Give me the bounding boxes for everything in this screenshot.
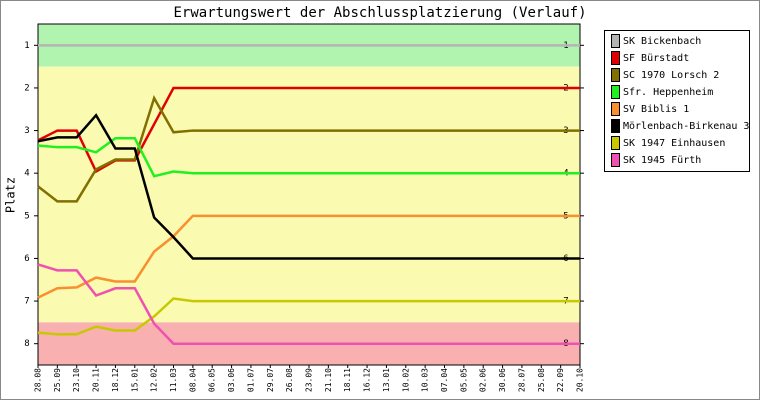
legend-label: SK Bickenbach xyxy=(623,36,701,47)
x-tick-label: 10.02 xyxy=(401,368,410,392)
legend-swatch xyxy=(611,68,620,82)
x-tick-label: 10.03 xyxy=(421,368,430,392)
legend-label: SK 1945 Fürth xyxy=(623,155,701,166)
x-tick-label: 03.06 xyxy=(227,368,236,392)
x-tick-label: 18.11 xyxy=(343,368,352,392)
x-tick-label: 25.09 xyxy=(53,368,62,392)
x-tick-label: 21.10 xyxy=(324,368,333,392)
x-tick-label: 05.05 xyxy=(459,368,468,392)
x-tick-label: 08.04 xyxy=(188,368,197,392)
legend-swatch xyxy=(611,102,620,116)
x-tick-label: 01.07 xyxy=(246,368,255,392)
legend-swatch xyxy=(611,119,620,133)
legend-label: Mörlenbach-Birkenau 3 xyxy=(623,121,749,132)
y-axis-label: Platz xyxy=(4,177,18,213)
x-tick-label: 18.12 xyxy=(111,368,120,392)
x-tick-label: 13.01 xyxy=(382,368,391,392)
x-tick-label: 11.03 xyxy=(169,368,178,392)
x-tick-label: 20.10 xyxy=(576,368,585,392)
x-tick-label: 20.11 xyxy=(92,368,101,392)
y-tick-label: 7 xyxy=(24,297,29,307)
x-tick-label: 02.06 xyxy=(479,368,488,392)
series-line xyxy=(37,136,580,178)
x-tick-label: 26.08 xyxy=(285,368,294,392)
y-tick-label: 5 xyxy=(24,211,29,221)
x-tick-label: 23.10 xyxy=(72,368,81,392)
series-line xyxy=(37,214,580,299)
x-tick-label: 23.09 xyxy=(305,368,314,392)
legend-label: Sfr. Heppenheim xyxy=(623,87,713,98)
x-tick-label: 29.07 xyxy=(266,368,275,392)
y-tick-label: 4 xyxy=(24,169,29,179)
y-tick-label: 6 xyxy=(24,254,29,264)
x-tick-label: 30.06 xyxy=(498,368,507,392)
legend-swatch xyxy=(611,153,620,167)
legend-swatch xyxy=(611,34,620,48)
x-tick-label: 16.12 xyxy=(363,368,372,392)
legend xyxy=(604,30,750,172)
y-tick-label: 1 xyxy=(24,41,29,51)
x-tick-label: 06.05 xyxy=(208,368,217,392)
background-band xyxy=(38,66,580,323)
x-tick-label: 25.08 xyxy=(537,368,546,392)
legend-label: SC 1970 Lorsch 2 xyxy=(623,70,719,81)
chart-title: Erwartungswert der Abschlussplatzierung … xyxy=(173,5,586,21)
series-line xyxy=(37,95,580,203)
x-tick-label: 28.08 xyxy=(34,368,43,392)
y-tick-label: 2 xyxy=(24,83,29,93)
series-line xyxy=(37,263,580,345)
legend-label: SK 1947 Einhausen xyxy=(623,138,725,149)
x-tick-label: 28.07 xyxy=(517,368,526,392)
x-tick-label: 07.04 xyxy=(440,368,449,392)
legend-label: SV Biblis 1 xyxy=(623,104,689,115)
series-line xyxy=(37,297,580,336)
x-tick-label: 12.02 xyxy=(150,368,159,392)
legend-swatch xyxy=(611,51,620,65)
y-tick-label: 3 xyxy=(24,126,29,136)
legend-swatch xyxy=(611,85,620,99)
x-tick-label: 22.09 xyxy=(556,368,565,392)
x-tick-label: 15.01 xyxy=(130,368,139,392)
series-line xyxy=(37,113,580,260)
legend-swatch xyxy=(611,136,620,150)
legend-label: SF Bürstadt xyxy=(623,53,689,64)
y-tick-label: 8 xyxy=(24,339,29,349)
